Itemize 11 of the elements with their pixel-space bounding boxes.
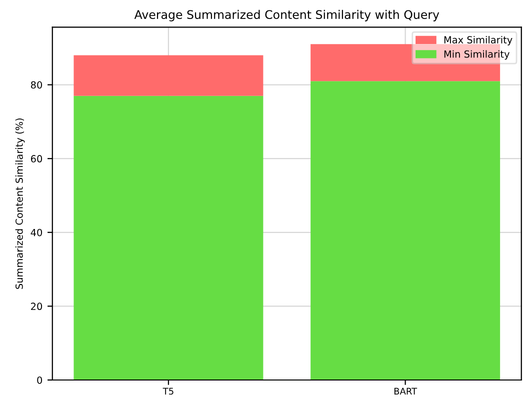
x-tick-label: BART [394, 388, 418, 394]
chart-title: Average Summarized Content Similarity with Query [134, 10, 440, 22]
legend-label: Max Similarity [444, 36, 512, 46]
y-axis-title: Summarized Content Similarity (%) [15, 118, 25, 289]
y-tick-label: 80 [30, 81, 42, 89]
y-tick-label: 0 [37, 376, 42, 384]
y-tick-label: 60 [30, 155, 42, 162]
y-tick-label: 40 [30, 228, 42, 236]
x-tick-label: T5 [162, 388, 174, 395]
y-tick-label: 20 [31, 302, 42, 310]
legend-label: Min Similarity [444, 50, 510, 60]
